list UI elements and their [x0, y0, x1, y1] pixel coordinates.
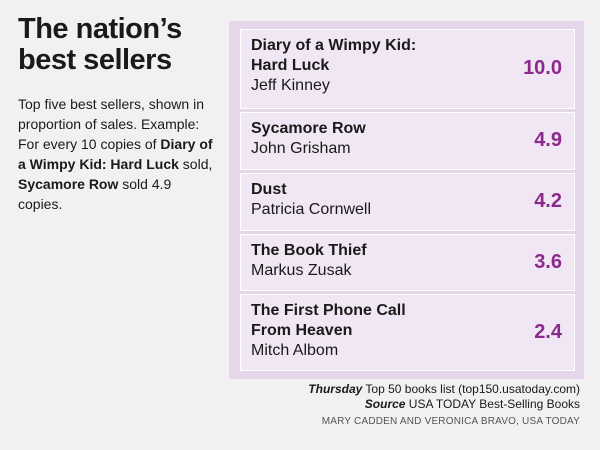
book-title: The Book Thief [251, 241, 501, 261]
book-author: Markus Zusak [251, 262, 352, 279]
byline: MARY CADDEN AND VERONICA BRAVO, USA TODA… [321, 416, 580, 427]
book-bar: The Book Thief Markus Zusak 3.6 [240, 234, 575, 291]
credits-text-1: Top 50 books list (top150.usatoday.com) [362, 382, 580, 396]
book-title-line: From Heaven [251, 322, 353, 339]
book-title: The First Phone Call From Heaven [251, 301, 501, 341]
book-value-label: 4.2 [534, 190, 562, 212]
book-bar: Sycamore Row John Grisham 4.9 [240, 112, 575, 170]
credits-label-1: Thursday [308, 382, 363, 396]
credits-label-2: Source [364, 397, 406, 411]
credits-line-1: Thursday Top 50 books list (top150.usato… [308, 382, 580, 397]
book-title-line: Dust [251, 181, 287, 198]
book-bar: Diary of a Wimpy Kid: Hard Luck Jeff Kinne… [240, 29, 575, 109]
book-bar: The First Phone Call From Heaven Mitch Alb… [240, 294, 575, 371]
intro-part-3: sold 4.9 copies. [18, 176, 172, 212]
book-title: Sycamore Row [251, 119, 501, 139]
intro-bold-title-1: Diary of a Wimpy Kid: Hard Luck [18, 136, 213, 172]
book-author: John Grisham [251, 140, 351, 157]
credits-text-2: USA TODAY Best-Selling Books [405, 397, 580, 411]
intro-bold-title-2: Sycamore Row [18, 176, 119, 192]
intro-part-1: Top five best sellers, shown in proporti… [18, 96, 204, 152]
book-value-label: 3.6 [534, 251, 562, 273]
headline-line-2: best sellers [18, 44, 172, 76]
book-title-line: Diary of a Wimpy Kid: [251, 37, 417, 54]
intro-text: Top five best sellers, shown in proporti… [18, 94, 214, 214]
intro-part-2: sold, [178, 156, 213, 172]
book-title-line: Sycamore Row [251, 120, 366, 137]
book-title-line: Hard Luck [251, 57, 330, 74]
book-author: Patricia Cornwell [251, 201, 372, 218]
book-title: Diary of a Wimpy Kid: Hard Luck [251, 36, 501, 76]
book-bar: Dust Patricia Cornwell 4.2 [240, 173, 575, 231]
book-value-label: 4.9 [534, 129, 562, 151]
book-title: Dust [251, 180, 501, 200]
book-title-line: The First Phone Call [251, 302, 406, 319]
book-title-line: The Book Thief [251, 242, 367, 259]
book-value-label: 10.0 [523, 57, 562, 79]
headline-line-1: The nation’s [18, 13, 182, 45]
credits: Thursday Top 50 books list (top150.usato… [308, 382, 580, 412]
book-value-label: 2.4 [534, 321, 562, 343]
credits-line-2: Source USA TODAY Best-Selling Books [308, 397, 580, 412]
book-author: Jeff Kinney [251, 77, 330, 94]
headline: The nation’s best sellers [18, 14, 218, 76]
book-author: Mitch Albom [251, 342, 339, 359]
